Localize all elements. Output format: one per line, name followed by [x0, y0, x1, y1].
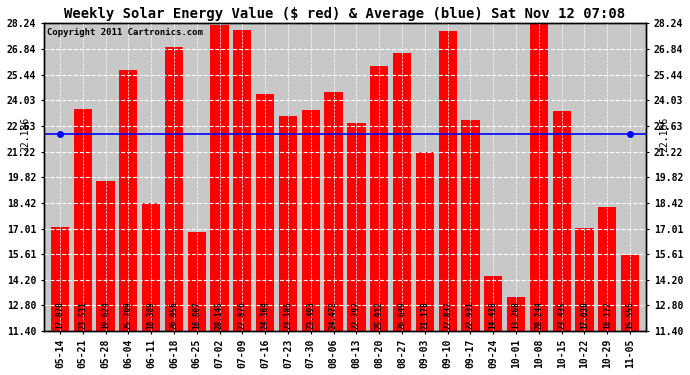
Text: 26.649: 26.649	[397, 302, 406, 329]
Text: 28.244: 28.244	[534, 302, 543, 329]
Bar	[462, 120, 480, 331]
Text: 23.493: 23.493	[306, 302, 315, 329]
Text: 17.070: 17.070	[55, 302, 64, 329]
Text: 15.555: 15.555	[626, 302, 635, 329]
Bar	[119, 70, 137, 331]
Title: Weekly Solar Energy Value ($ red) & Average (blue) Sat Nov 12 07:08: Weekly Solar Energy Value ($ red) & Aver…	[64, 7, 626, 21]
Bar	[210, 25, 228, 331]
Text: 18.172: 18.172	[603, 302, 612, 329]
Text: 22.931: 22.931	[466, 302, 475, 329]
Text: 17.030: 17.030	[580, 302, 589, 329]
Text: 16.807: 16.807	[193, 302, 201, 329]
Text: 28.145: 28.145	[215, 302, 224, 329]
Text: Copyright 2011 Cartronics.com: Copyright 2011 Cartronics.com	[47, 28, 203, 37]
Bar	[530, 23, 548, 331]
Text: 18.389: 18.389	[147, 302, 156, 329]
Bar	[370, 66, 388, 331]
Bar	[621, 255, 639, 331]
Bar	[279, 116, 297, 331]
Text: 22.186: 22.186	[659, 116, 669, 152]
Bar	[97, 181, 115, 331]
Text: 14.418: 14.418	[489, 302, 497, 329]
Bar	[74, 110, 92, 331]
Bar	[507, 297, 525, 331]
Text: 22.797: 22.797	[352, 302, 361, 329]
Bar	[439, 31, 457, 331]
Text: 24.472: 24.472	[329, 302, 338, 329]
Bar	[324, 92, 343, 331]
Bar	[393, 53, 411, 331]
Text: 13.268: 13.268	[511, 302, 520, 329]
Text: 27.837: 27.837	[443, 302, 452, 329]
Bar	[188, 232, 206, 331]
Bar	[233, 30, 251, 331]
Bar	[165, 47, 183, 331]
Bar	[484, 276, 502, 331]
Text: 22.186: 22.186	[21, 116, 31, 152]
Text: 25.912: 25.912	[375, 302, 384, 329]
Bar	[347, 123, 366, 331]
Bar	[302, 110, 320, 331]
Bar	[415, 153, 434, 331]
Bar	[51, 228, 69, 331]
Text: 26.956: 26.956	[170, 302, 179, 329]
Bar	[598, 207, 616, 331]
Text: 24.364: 24.364	[261, 302, 270, 329]
Text: 23.435: 23.435	[557, 302, 566, 329]
Text: 25.709: 25.709	[124, 302, 133, 329]
Text: 23.531: 23.531	[78, 302, 87, 329]
Bar	[142, 203, 160, 331]
Text: 21.178: 21.178	[420, 302, 429, 329]
Bar	[256, 94, 275, 331]
Text: 19.624: 19.624	[101, 302, 110, 329]
Text: 27.876: 27.876	[238, 302, 247, 329]
Bar	[575, 228, 593, 331]
Text: 23.185: 23.185	[284, 302, 293, 329]
Bar	[553, 111, 571, 331]
